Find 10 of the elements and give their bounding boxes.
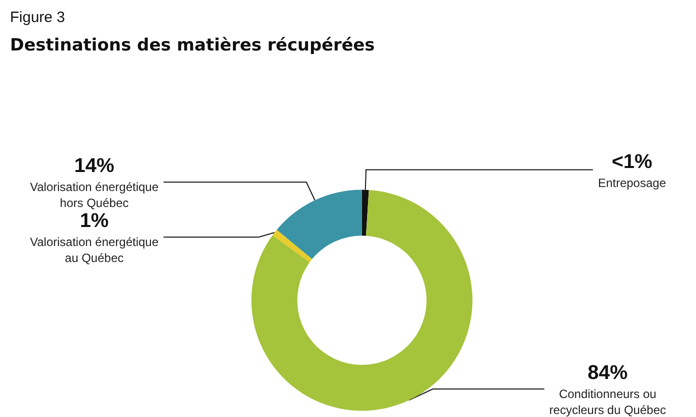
chart-subtitle: Destinations des matières récupérées: [10, 36, 375, 56]
data-label: 14%: [74, 155, 114, 178]
data-label: 84%: [588, 362, 628, 384]
slice-label: Valorisation énergétique hors Québec: [30, 180, 159, 210]
chart-title: Figure 3: [10, 9, 66, 26]
slice-label: Conditionneurs ou recycleurs du Québec: [549, 387, 666, 417]
slice-label: Entreposage: [598, 176, 666, 190]
data-label: 1%: [80, 210, 109, 232]
slice-label: Valorisation énergétique au Québec: [30, 235, 159, 266]
data-label: <1%: [612, 150, 652, 173]
